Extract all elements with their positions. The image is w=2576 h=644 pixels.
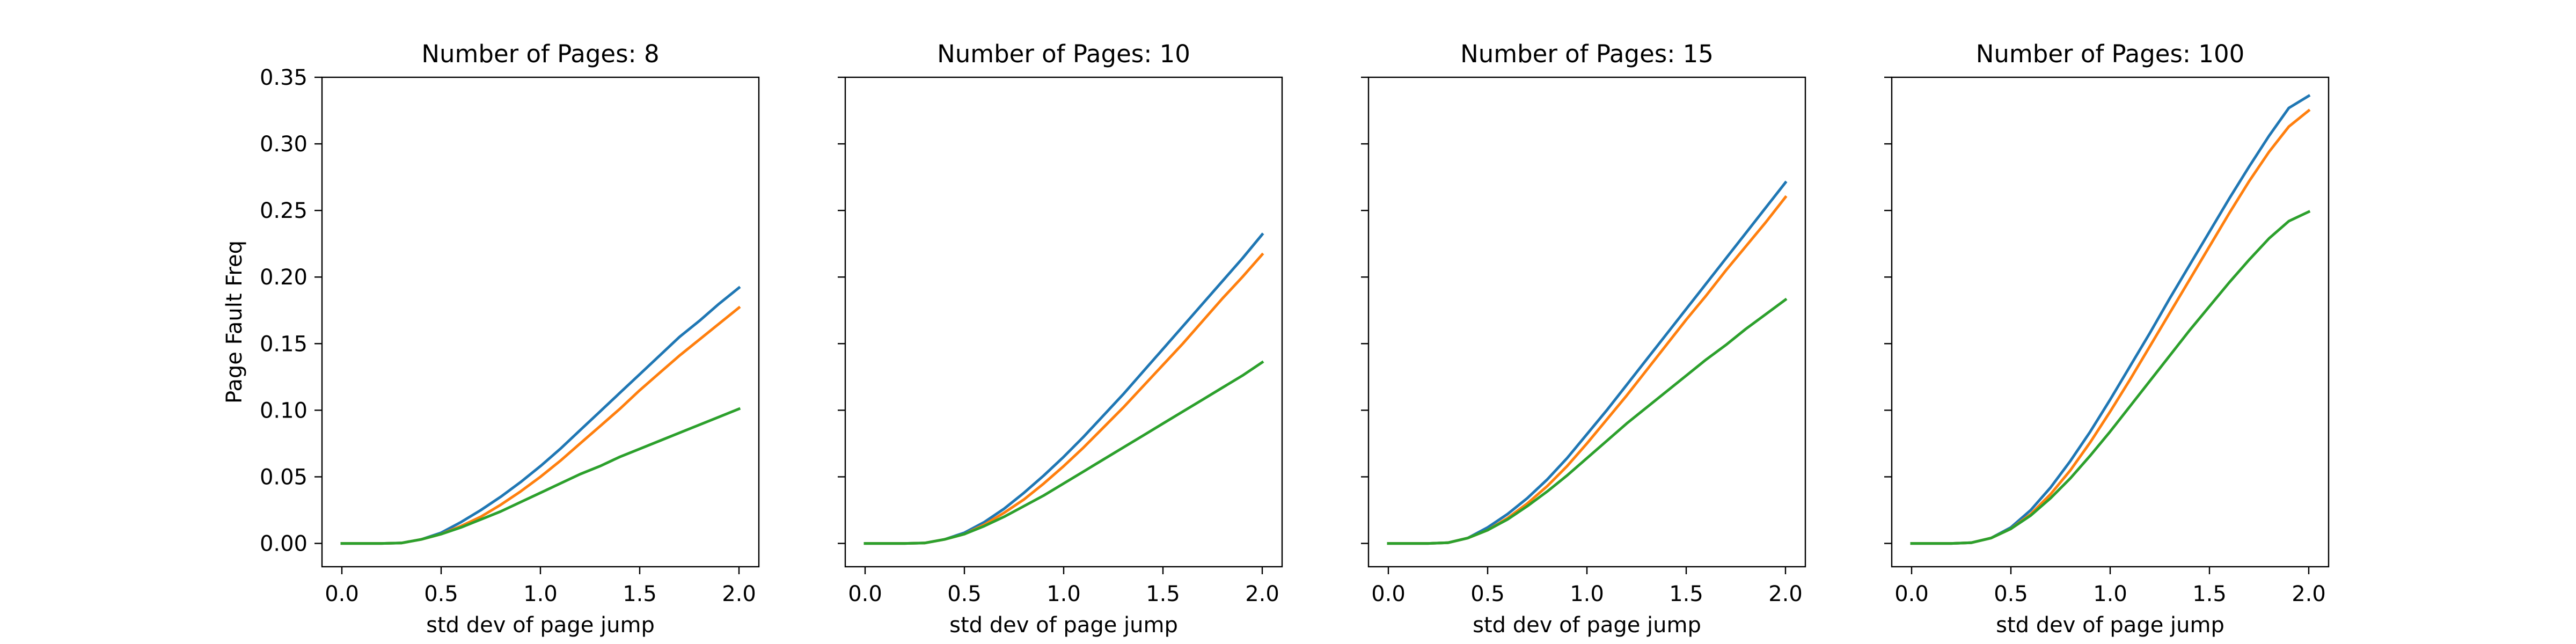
x-tick-label: 0.5 (1994, 582, 2028, 606)
subplot-title: Number of Pages: 100 (1976, 40, 2245, 68)
x-tick-label: 1.0 (1570, 582, 1604, 606)
y-tick-label: 0.25 (260, 199, 308, 223)
x-tick-label: 1.5 (1146, 582, 1180, 606)
subplot-1: 0.0 0.5 1.0 1.5 2.00.000.050.100.150.200.250… (222, 40, 760, 638)
y-axis-ticks (838, 76, 845, 544)
y-axis-label: Page Fault Freq (222, 240, 247, 404)
x-tick-label: 1.5 (623, 582, 657, 606)
y-axis-ticks: 0.00 0.05 0.10 0.15 0.20 0.25 0.30 0.35 (260, 65, 322, 557)
x-tick-label: 1.5 (2192, 582, 2227, 606)
series-line-3 (1910, 210, 2311, 545)
x-tick-label: 2.0 (2292, 582, 2326, 606)
x-tick-label: 1.0 (2093, 582, 2127, 606)
x-tick-label: 2.0 (1245, 582, 1279, 606)
x-axis-label: std dev of page jump (1996, 613, 2224, 638)
x-axis-label: std dev of page jump (1473, 613, 1701, 638)
x-tick-label: 0.5 (1470, 582, 1505, 606)
y-tick-label: 0.15 (260, 332, 308, 356)
y-axis-ticks (1361, 76, 1368, 544)
x-tick-label: 0.5 (424, 582, 458, 606)
x-axis-ticks: 0.0 0.5 1.0 1.5 2.0 (1894, 567, 2326, 606)
y-tick-label: 0.05 (260, 465, 308, 489)
y-tick-label: 0.30 (260, 132, 308, 157)
x-axis-ticks: 0.0 0.5 1.0 1.5 2.0 (1371, 567, 1803, 606)
x-tick-label: 0.0 (1894, 582, 1929, 606)
x-tick-label: 2.0 (722, 582, 756, 606)
series-line-3 (1387, 297, 1788, 545)
y-axis-ticks (1884, 76, 1892, 544)
subplot-title: Number of Pages: 15 (1460, 40, 1714, 68)
x-tick-label: 1.0 (523, 582, 558, 606)
x-axis-label: std dev of page jump (426, 613, 655, 638)
x-tick-label: 2.0 (1768, 582, 1803, 606)
x-tick-label: 0.0 (848, 582, 882, 606)
series-lines (1910, 94, 2311, 545)
x-tick-label: 1.0 (1046, 582, 1081, 606)
subplot-title: Number of Pages: 8 (421, 40, 659, 68)
subplot-4: 0.0 0.5 1.0 1.5 2.0 Number of Pages: 100 std d… (1884, 40, 2330, 638)
x-axis-ticks: 0.0 0.5 1.0 1.5 2.0 (325, 567, 756, 606)
subplot-title: Number of Pages: 10 (937, 40, 1190, 68)
x-tick-label: 0.0 (1371, 582, 1406, 606)
series-lines (340, 286, 741, 545)
y-tick-label: 0.00 (260, 532, 308, 557)
series-line-3 (863, 360, 1264, 545)
series-line-3 (340, 407, 741, 545)
x-tick-label: 0.0 (325, 582, 359, 606)
x-tick-label: 0.5 (947, 582, 982, 606)
x-axis-label: std dev of page jump (949, 613, 1178, 638)
y-tick-label: 0.20 (260, 265, 308, 290)
subplot-2: 0.0 0.5 1.0 1.5 2.0 Number of Pages: 10 std de… (838, 40, 1283, 638)
series-lines (1387, 180, 1788, 545)
x-tick-label: 1.5 (1669, 582, 1703, 606)
subplots: 0.0 0.5 1.0 1.5 2.00.000.050.100.150.200.250… (222, 40, 2330, 638)
x-axis-ticks: 0.0 0.5 1.0 1.5 2.0 (848, 567, 1279, 606)
subplot-3: 0.0 0.5 1.0 1.5 2.0 Number of Pages: 15 std de… (1361, 40, 1806, 638)
y-tick-label: 0.35 (260, 65, 308, 90)
series-lines (863, 232, 1264, 545)
y-tick-label: 0.10 (260, 398, 308, 423)
